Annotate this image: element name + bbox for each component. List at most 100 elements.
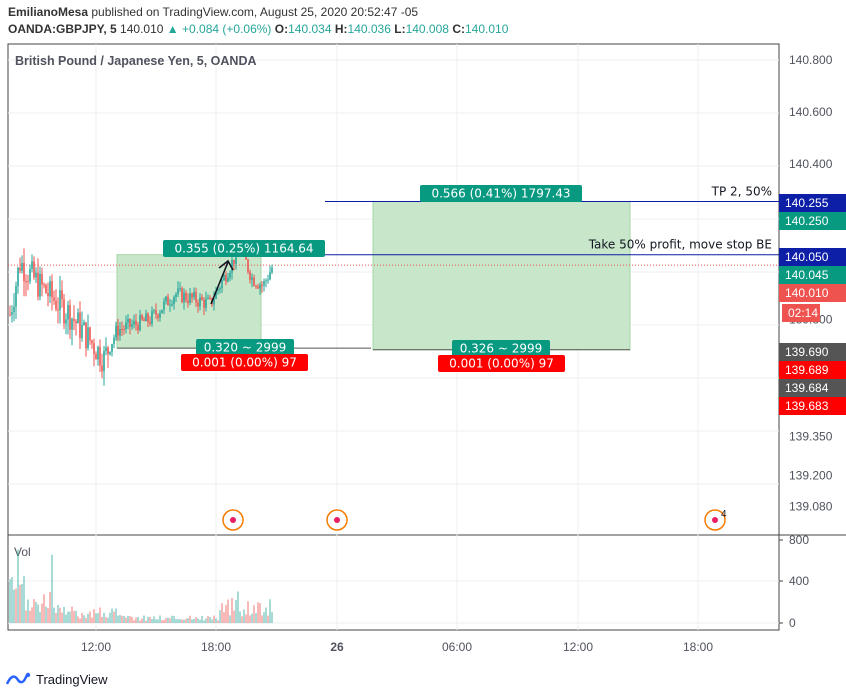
candle-body (173, 297, 175, 305)
volume-bar (129, 616, 131, 623)
footer-brand[interactable]: TradingView (36, 671, 108, 687)
candle-body (111, 344, 113, 352)
candle-body (189, 293, 191, 303)
volume-bar (57, 604, 59, 623)
volume-bar (207, 616, 209, 623)
volume-bar (15, 588, 17, 623)
candle-body (205, 298, 207, 308)
volume-bar (261, 615, 263, 623)
candle-body (193, 292, 195, 298)
candle-body (261, 285, 263, 287)
up-arrow-icon: ▲ (166, 22, 179, 36)
candle-body (73, 318, 75, 321)
candle-body (41, 273, 43, 285)
candle-body (251, 277, 253, 280)
price-tick-label: 140.800 (789, 53, 833, 67)
author-name[interactable]: EmilianoMesa (8, 5, 89, 19)
volume-bar (175, 618, 177, 623)
volume-bar (103, 612, 105, 623)
candle-body (155, 310, 157, 315)
volume-bar (21, 583, 23, 623)
candle-body (43, 284, 45, 286)
volume-bar (229, 615, 231, 623)
time-tick-label: 06:00 (442, 640, 472, 654)
position-zone-2 (372, 200, 631, 351)
candle-body (167, 296, 169, 306)
time-tick-label: 26 (330, 640, 344, 654)
volume-bar (213, 615, 215, 623)
time-tick-label: 18:00 (683, 640, 713, 654)
symbol-name[interactable]: OANDA:GBPJPY, 5 (8, 22, 117, 36)
volume-bar (61, 612, 63, 623)
volume-bar (145, 620, 147, 623)
low-label: L: (394, 22, 406, 36)
price-tag-label: 140.010 (785, 286, 829, 300)
price-tag-bg (779, 212, 846, 230)
volume-bar (95, 613, 97, 623)
candle-body (85, 322, 87, 349)
price-tag-label: 139.689 (785, 363, 829, 377)
candle-body (19, 267, 21, 271)
candle-body (11, 311, 13, 315)
volume-bar (119, 615, 121, 623)
volume-bar (163, 619, 165, 623)
volume-bar (93, 609, 95, 623)
price-tag-label: 02:14 (788, 306, 818, 320)
volume-bar (139, 620, 141, 623)
volume-bar (33, 599, 35, 623)
take-profit-label: Take 50% profit, move stop BE (588, 238, 772, 252)
volume-bar (31, 607, 33, 623)
volume-bar (131, 616, 133, 623)
candle-body (105, 347, 107, 352)
candle-body (157, 314, 159, 318)
price-tag-label: 140.255 (785, 196, 829, 210)
candle-body (109, 351, 111, 355)
candle-body (31, 261, 33, 269)
candle-body (55, 300, 57, 310)
open-value: 140.034 (288, 22, 332, 36)
volume-bar (89, 611, 91, 623)
volume-bar (41, 603, 43, 623)
volume-bar (143, 615, 145, 623)
candle-body (271, 267, 273, 273)
volume-bar (111, 608, 113, 623)
volume-bar (39, 611, 41, 623)
volume-bar (197, 618, 199, 623)
price-tag-label: 139.684 (785, 381, 829, 395)
candle-body (63, 299, 65, 324)
candle-body (21, 262, 23, 271)
volume-bar (267, 615, 269, 623)
candle-body (35, 272, 37, 278)
candle-body (191, 293, 193, 298)
volume-bar (55, 612, 57, 623)
symbol-legend: OANDA:GBPJPY, 5 140.010 ▲ +0.084 (+0.06%… (8, 22, 508, 36)
volume-bar (133, 620, 135, 623)
volume-bar (83, 615, 85, 623)
position-1-target-label-bg (163, 240, 325, 257)
event-dot (230, 517, 236, 523)
volume-bar (19, 584, 21, 623)
candle-body (249, 271, 251, 280)
price-tick-label: 139.200 (789, 468, 833, 482)
volume-bar (223, 612, 225, 623)
candle-body (161, 309, 163, 314)
volume-bar (217, 620, 219, 623)
position-2-target-label-bg (420, 185, 582, 202)
volume-bar (189, 615, 191, 623)
candle-body (113, 337, 115, 345)
volume-bar (137, 616, 139, 623)
volume-bar (115, 608, 117, 623)
candle-body (247, 259, 249, 272)
candle-body (149, 321, 151, 324)
time-tick-label: 12:00 (81, 640, 111, 654)
volume-bar (169, 618, 171, 623)
candle-body (129, 318, 131, 327)
position-2-entry-label: 0.326 ~ 2999 (460, 342, 543, 356)
volume-bar (247, 601, 249, 623)
volume-bar (235, 600, 237, 623)
candle-body (195, 292, 197, 303)
candle-body (15, 286, 17, 307)
candle-body (115, 325, 117, 338)
candle-body (153, 310, 155, 312)
